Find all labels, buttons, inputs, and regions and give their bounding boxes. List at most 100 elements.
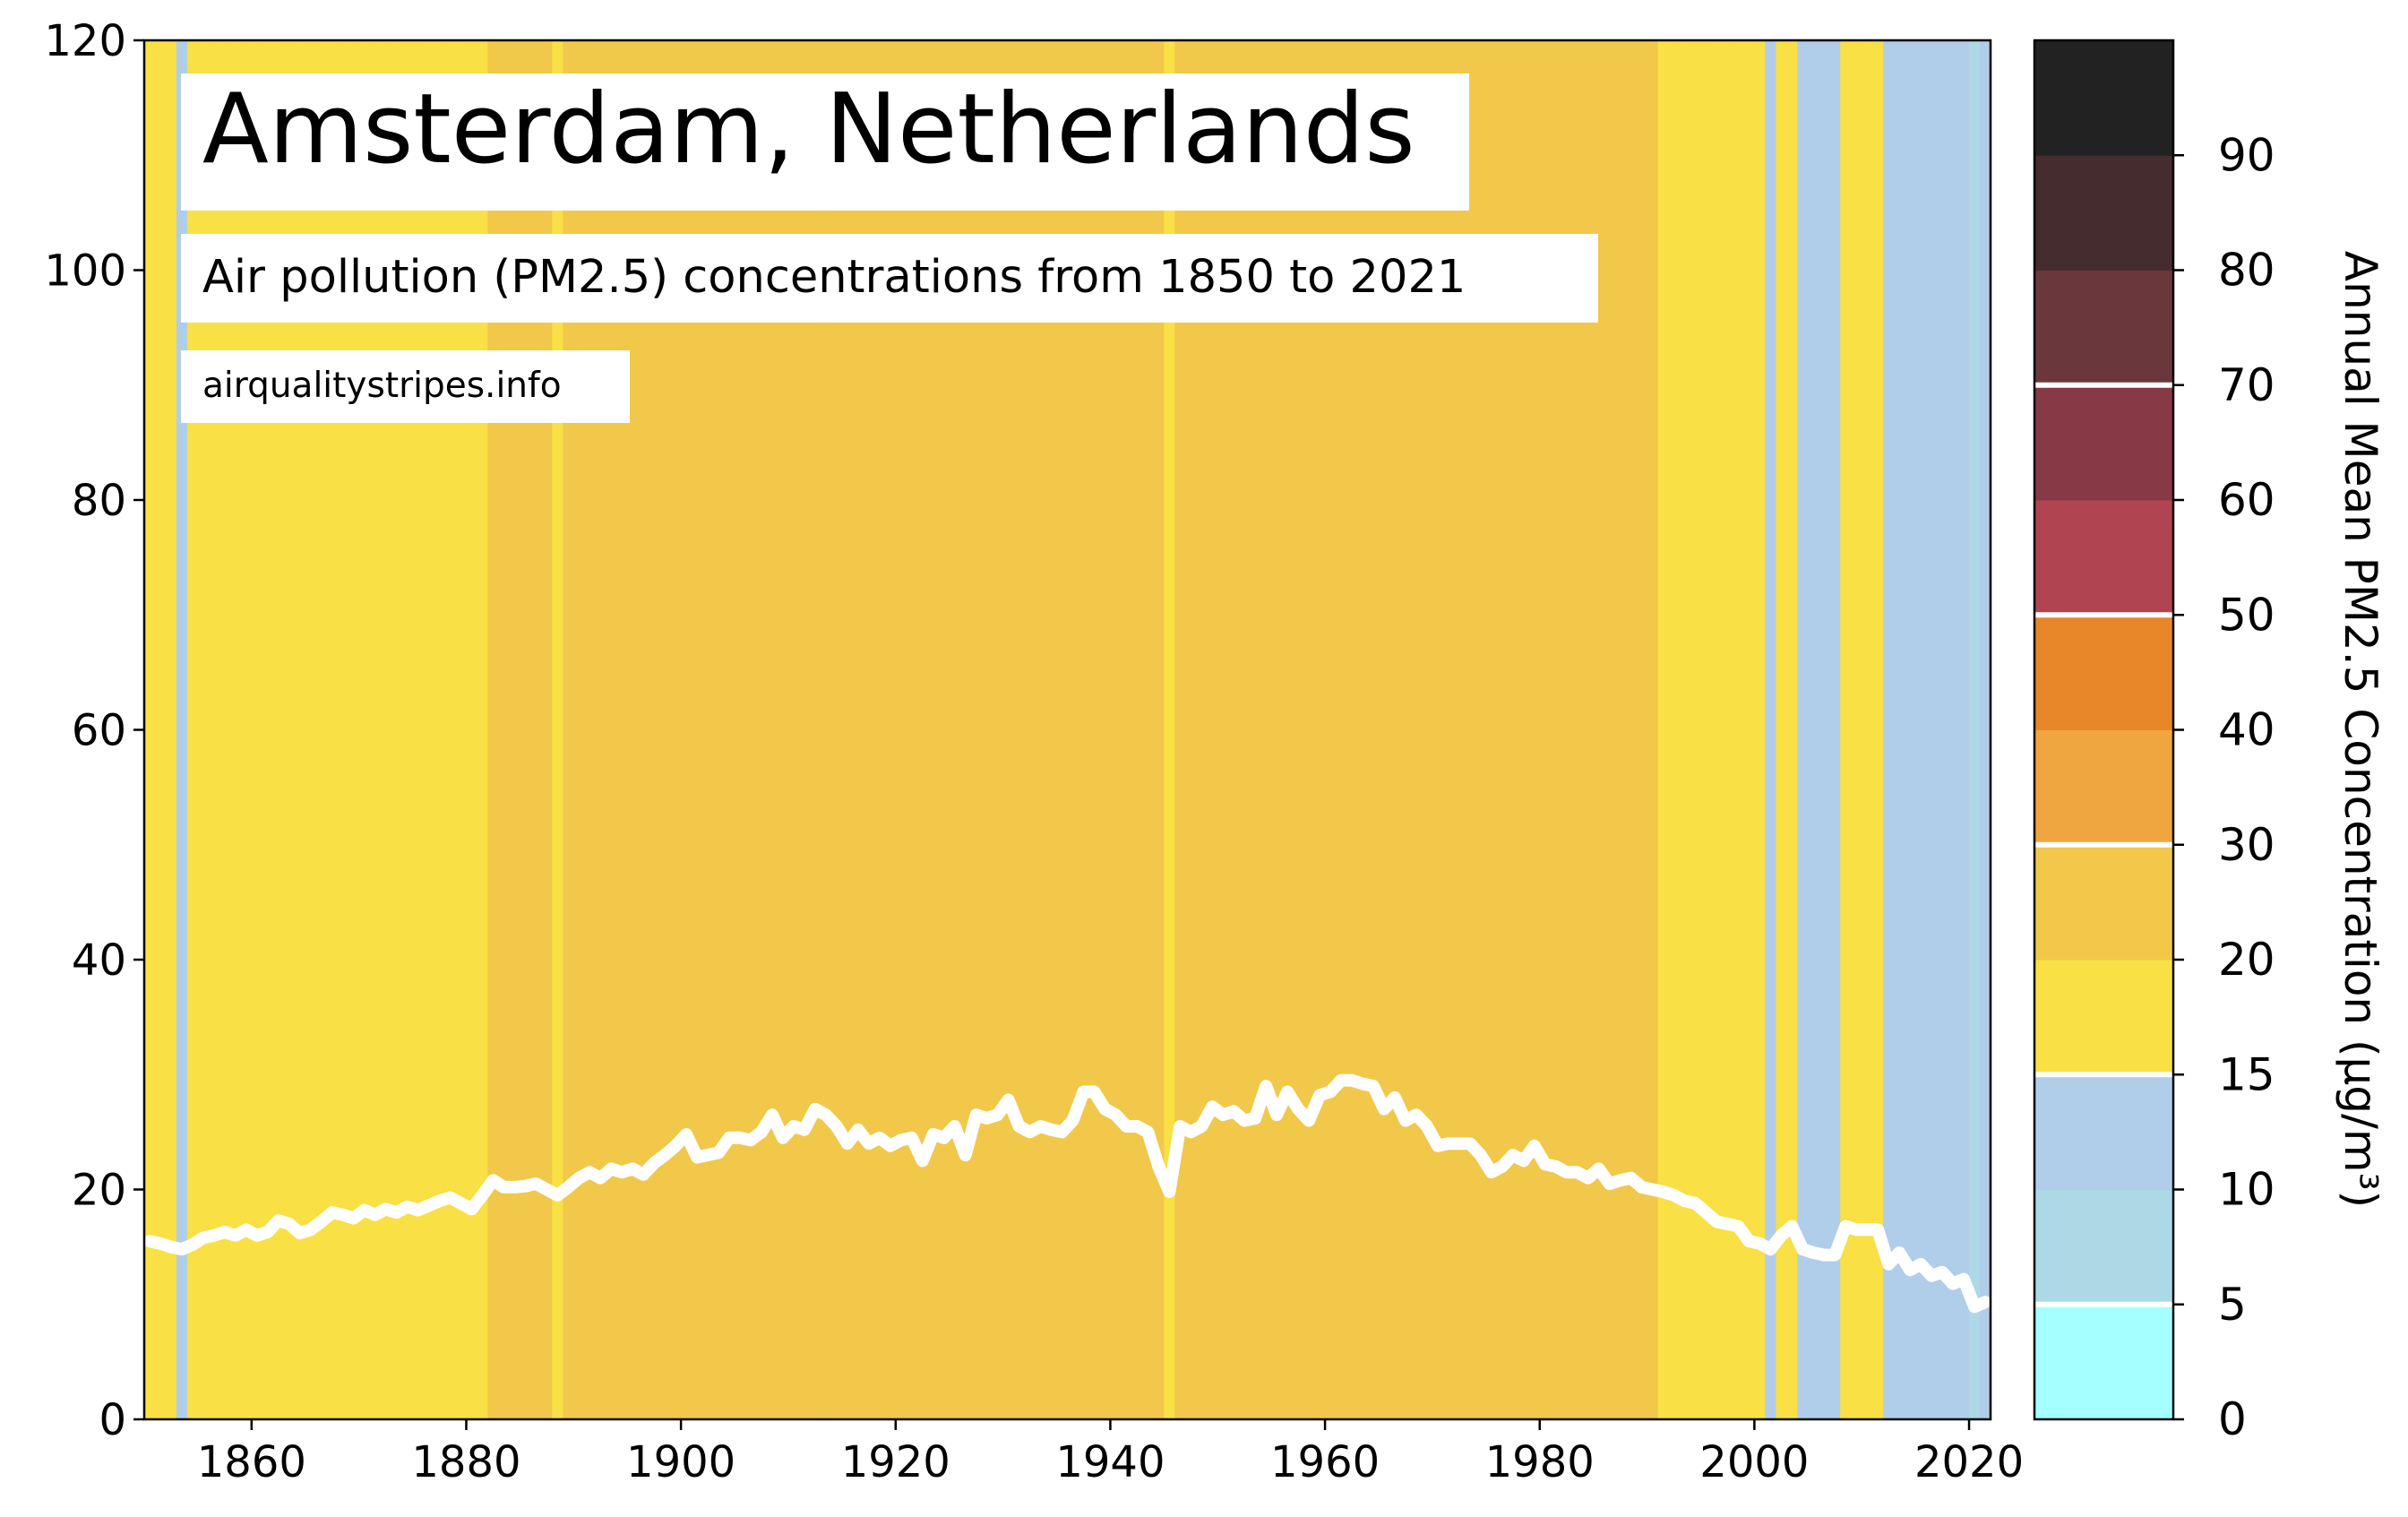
stripe [1121,40,1132,1419]
stripe [1228,40,1240,1419]
stripe [1926,40,1938,1419]
stripe [1399,40,1412,1419]
colorbar-tick-label: 30 [2218,819,2275,871]
stripe [1196,40,1208,1419]
stripe [1164,40,1175,1419]
stripe [1905,40,1916,1419]
colorbar-bin [2034,1304,2173,1420]
stripe [927,40,940,1419]
stripe [1561,40,1573,1419]
stripe [1711,40,1724,1419]
stripe [1024,40,1036,1419]
stripe [1174,40,1186,1419]
stripe [638,40,649,1419]
stripe [1614,40,1627,1419]
stripe [1271,40,1283,1419]
x-tick-label: 1900 [626,1437,735,1487]
stripe [1679,40,1691,1419]
stripe [970,40,983,1419]
y-tick-label: 100 [44,246,126,297]
stripe [1948,40,1959,1419]
x-tick-label: 1880 [411,1437,520,1487]
stripe [1357,40,1369,1419]
y-tick-label: 80 [72,476,126,526]
stripe [1475,40,1487,1419]
stripe [938,40,950,1419]
stripe [1067,40,1079,1419]
stripe [1528,40,1541,1419]
stripe [852,40,864,1419]
source-box [181,350,630,423]
stripe [1582,40,1595,1419]
stripe [873,40,886,1419]
colorbar-tick-label: 40 [2218,704,2275,756]
y-tick-label: 20 [72,1166,126,1216]
colorbar-label: Annual Mean PM2.5 Concentration (µg/m³) [2335,251,2386,1208]
stripe [1035,40,1047,1419]
stripe [1550,40,1562,1419]
x-tick-label: 1960 [1270,1437,1380,1487]
stripe [1722,40,1734,1419]
stripe [1700,40,1713,1419]
colorbar-bin [2034,155,2173,271]
stripe [1776,40,1787,1419]
subtitle-box [181,234,1598,323]
chart-subtitle: Air pollution (PM2.5) concentrations fro… [202,251,1466,304]
stripe [1604,40,1616,1419]
colorbar-tick-label: 70 [2218,359,2275,411]
colorbar-bin [2034,1074,2173,1190]
stripe [1056,40,1069,1419]
colorbar-tick-label: 0 [2218,1393,2247,1445]
colorbar-tick-label: 5 [2218,1279,2247,1331]
stripe [1078,40,1090,1419]
stripe [1421,40,1433,1419]
colorbar-bin [2034,729,2173,846]
stripe [1636,40,1648,1419]
stripe [1250,40,1261,1419]
stripe [895,40,907,1419]
stripe [863,40,875,1419]
x-tick-label: 1920 [841,1437,950,1487]
stripe [1442,40,1455,1419]
y-tick-label: 120 [44,16,126,66]
stripe [1894,40,1905,1419]
stripe [1786,40,1798,1419]
stripe [1647,40,1659,1419]
colorbar-bin [2034,960,2173,1075]
colorbar-bin [2034,1189,2173,1306]
x-tick-label: 2020 [1914,1437,2024,1487]
stripe [681,40,692,1419]
stripe [1937,40,1948,1419]
stripe [809,40,821,1419]
stripe [1099,40,1112,1419]
stripe [1464,40,1476,1419]
colorbar-tick-label: 60 [2218,474,2275,526]
stripe [906,40,918,1419]
stripe [1282,40,1294,1419]
y-tick-label: 40 [72,935,126,986]
stripe [884,40,897,1419]
stripe [702,40,714,1419]
x-tick-label: 1980 [1485,1437,1595,1487]
stripe [1808,40,1819,1419]
x-tick-label: 1940 [1055,1437,1165,1487]
stripe [724,40,735,1419]
stripe [1958,40,1970,1419]
stripe [670,40,682,1419]
colorbar-tick-label: 50 [2218,589,2275,641]
colorbar-tick-label: 80 [2218,245,2275,297]
stripe [154,40,167,1419]
stripe [1013,40,1026,1419]
stripe [1593,40,1605,1419]
stripe [820,40,832,1419]
stripe [1765,40,1776,1419]
y-tick-label: 60 [72,706,126,756]
stripe [787,40,800,1419]
stripe [1185,40,1197,1419]
colorbar-tick-label: 90 [2218,129,2275,181]
stripe [798,40,811,1419]
stripe [1432,40,1444,1419]
stripe [1485,40,1498,1419]
stripe [713,40,725,1419]
